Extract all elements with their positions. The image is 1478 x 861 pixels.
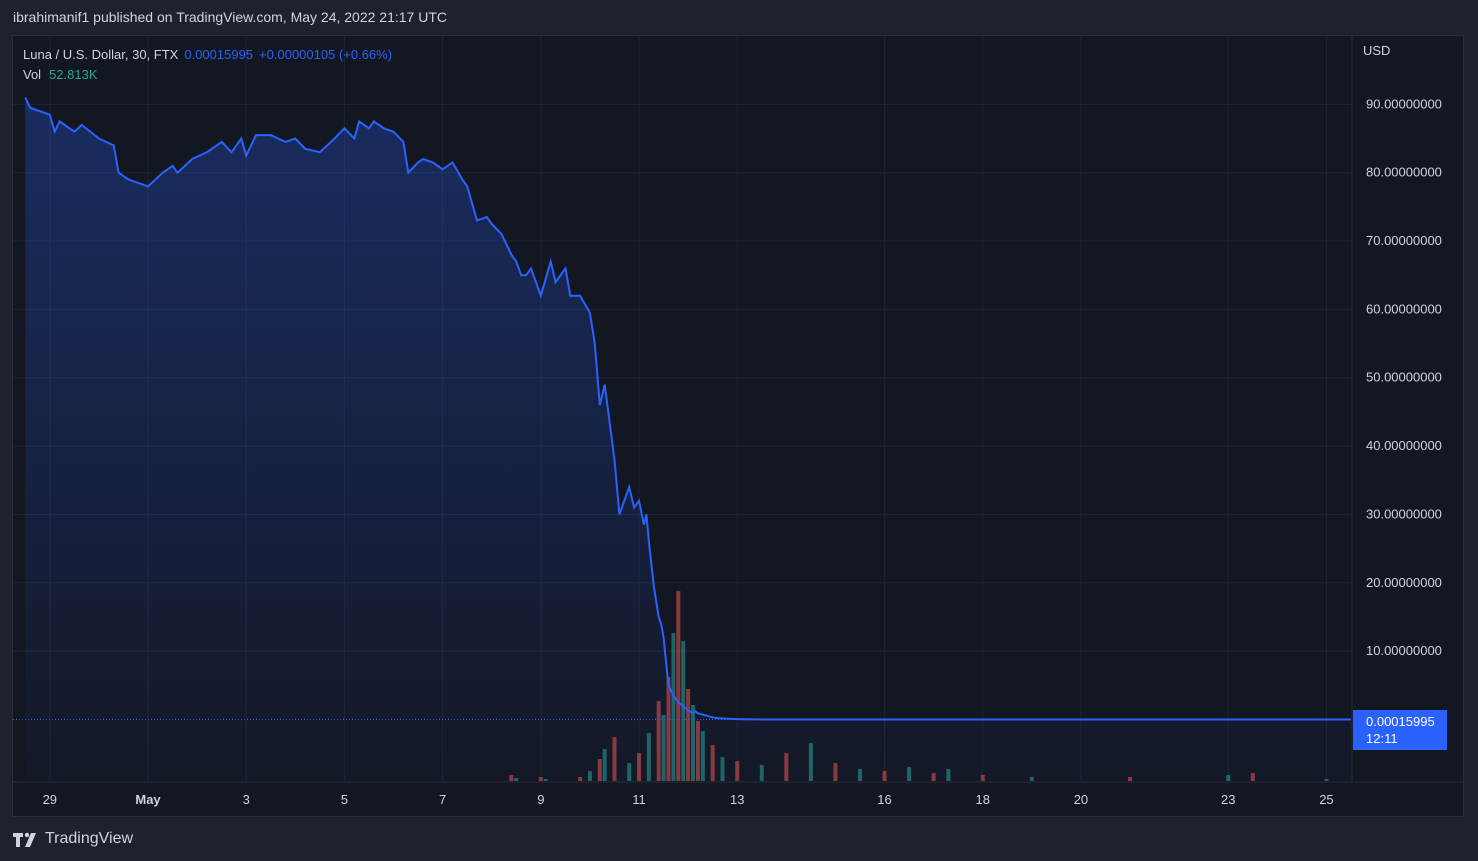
volume-label[interactable]: Vol [23, 67, 42, 82]
price-tick-label: 30.00000000 [1366, 506, 1442, 521]
price-tick-label: 40.00000000 [1366, 438, 1442, 453]
price-line [24, 97, 1351, 721]
currency-label[interactable]: USD [1363, 43, 1391, 58]
tradingview-logo-icon [13, 832, 36, 847]
time-tick-label: 20 [1074, 792, 1088, 807]
price-tick-label: 10.00000000 [1366, 643, 1442, 658]
last-price-value: 0.00015995 [1366, 714, 1435, 729]
publish-header: ibrahimanif1 published on TradingView.co… [13, 9, 447, 25]
price-tick-label: 20.00000000 [1366, 575, 1442, 590]
time-tick-label: 9 [537, 792, 544, 807]
price-area [25, 97, 1351, 781]
price-tick-label: 60.00000000 [1366, 301, 1442, 316]
symbol-label[interactable]: Luna / U.S. Dollar, 30, FTX [23, 47, 179, 62]
time-tick-label: 3 [243, 792, 250, 807]
volume-value: 52.813K [49, 67, 98, 82]
published-text: ibrahimanif1 published on TradingView.co… [13, 9, 447, 25]
price-tick-label: 80.00000000 [1366, 165, 1442, 180]
volume-bar [676, 591, 681, 781]
time-tick-label: May [135, 792, 161, 807]
legend-change: +0.00000105 (+0.66%) [259, 47, 393, 62]
legend-price: 0.00015995 [184, 47, 254, 62]
chart-legend: Luna / U.S. Dollar, 30, FTX 0.00015995 +0.… [23, 45, 392, 85]
price-axis[interactable]: 10.00000000 20.00000000 30.00000000 40.0000… [1366, 96, 1442, 658]
price-tick-label: 90.00000000 [1366, 96, 1442, 111]
time-tick-label: 5 [341, 792, 348, 807]
tradingview-brand[interactable]: TradingView [13, 830, 133, 848]
time-tick-label: 18 [976, 792, 990, 807]
time-tick-label: 25 [1319, 792, 1333, 807]
time-tick-label: 23 [1221, 792, 1235, 807]
time-axis[interactable]: 29 May 3 5 7 9 11 13 16 18 20 23 25 [43, 792, 1334, 807]
price-tick-label: 50.00000000 [1366, 370, 1442, 385]
bar-countdown: 12:11 [1366, 731, 1398, 746]
last-price-tag: 0.00015995 12:11 [1353, 710, 1447, 750]
time-tick-label: 7 [439, 792, 446, 807]
time-tick-label: 13 [730, 792, 744, 807]
time-tick-label: 29 [43, 792, 57, 807]
brand-name: TradingView [45, 830, 134, 847]
price-tick-label: 70.00000000 [1366, 233, 1442, 248]
time-tick-label: 16 [877, 792, 891, 807]
time-tick-label: 11 [632, 792, 646, 807]
